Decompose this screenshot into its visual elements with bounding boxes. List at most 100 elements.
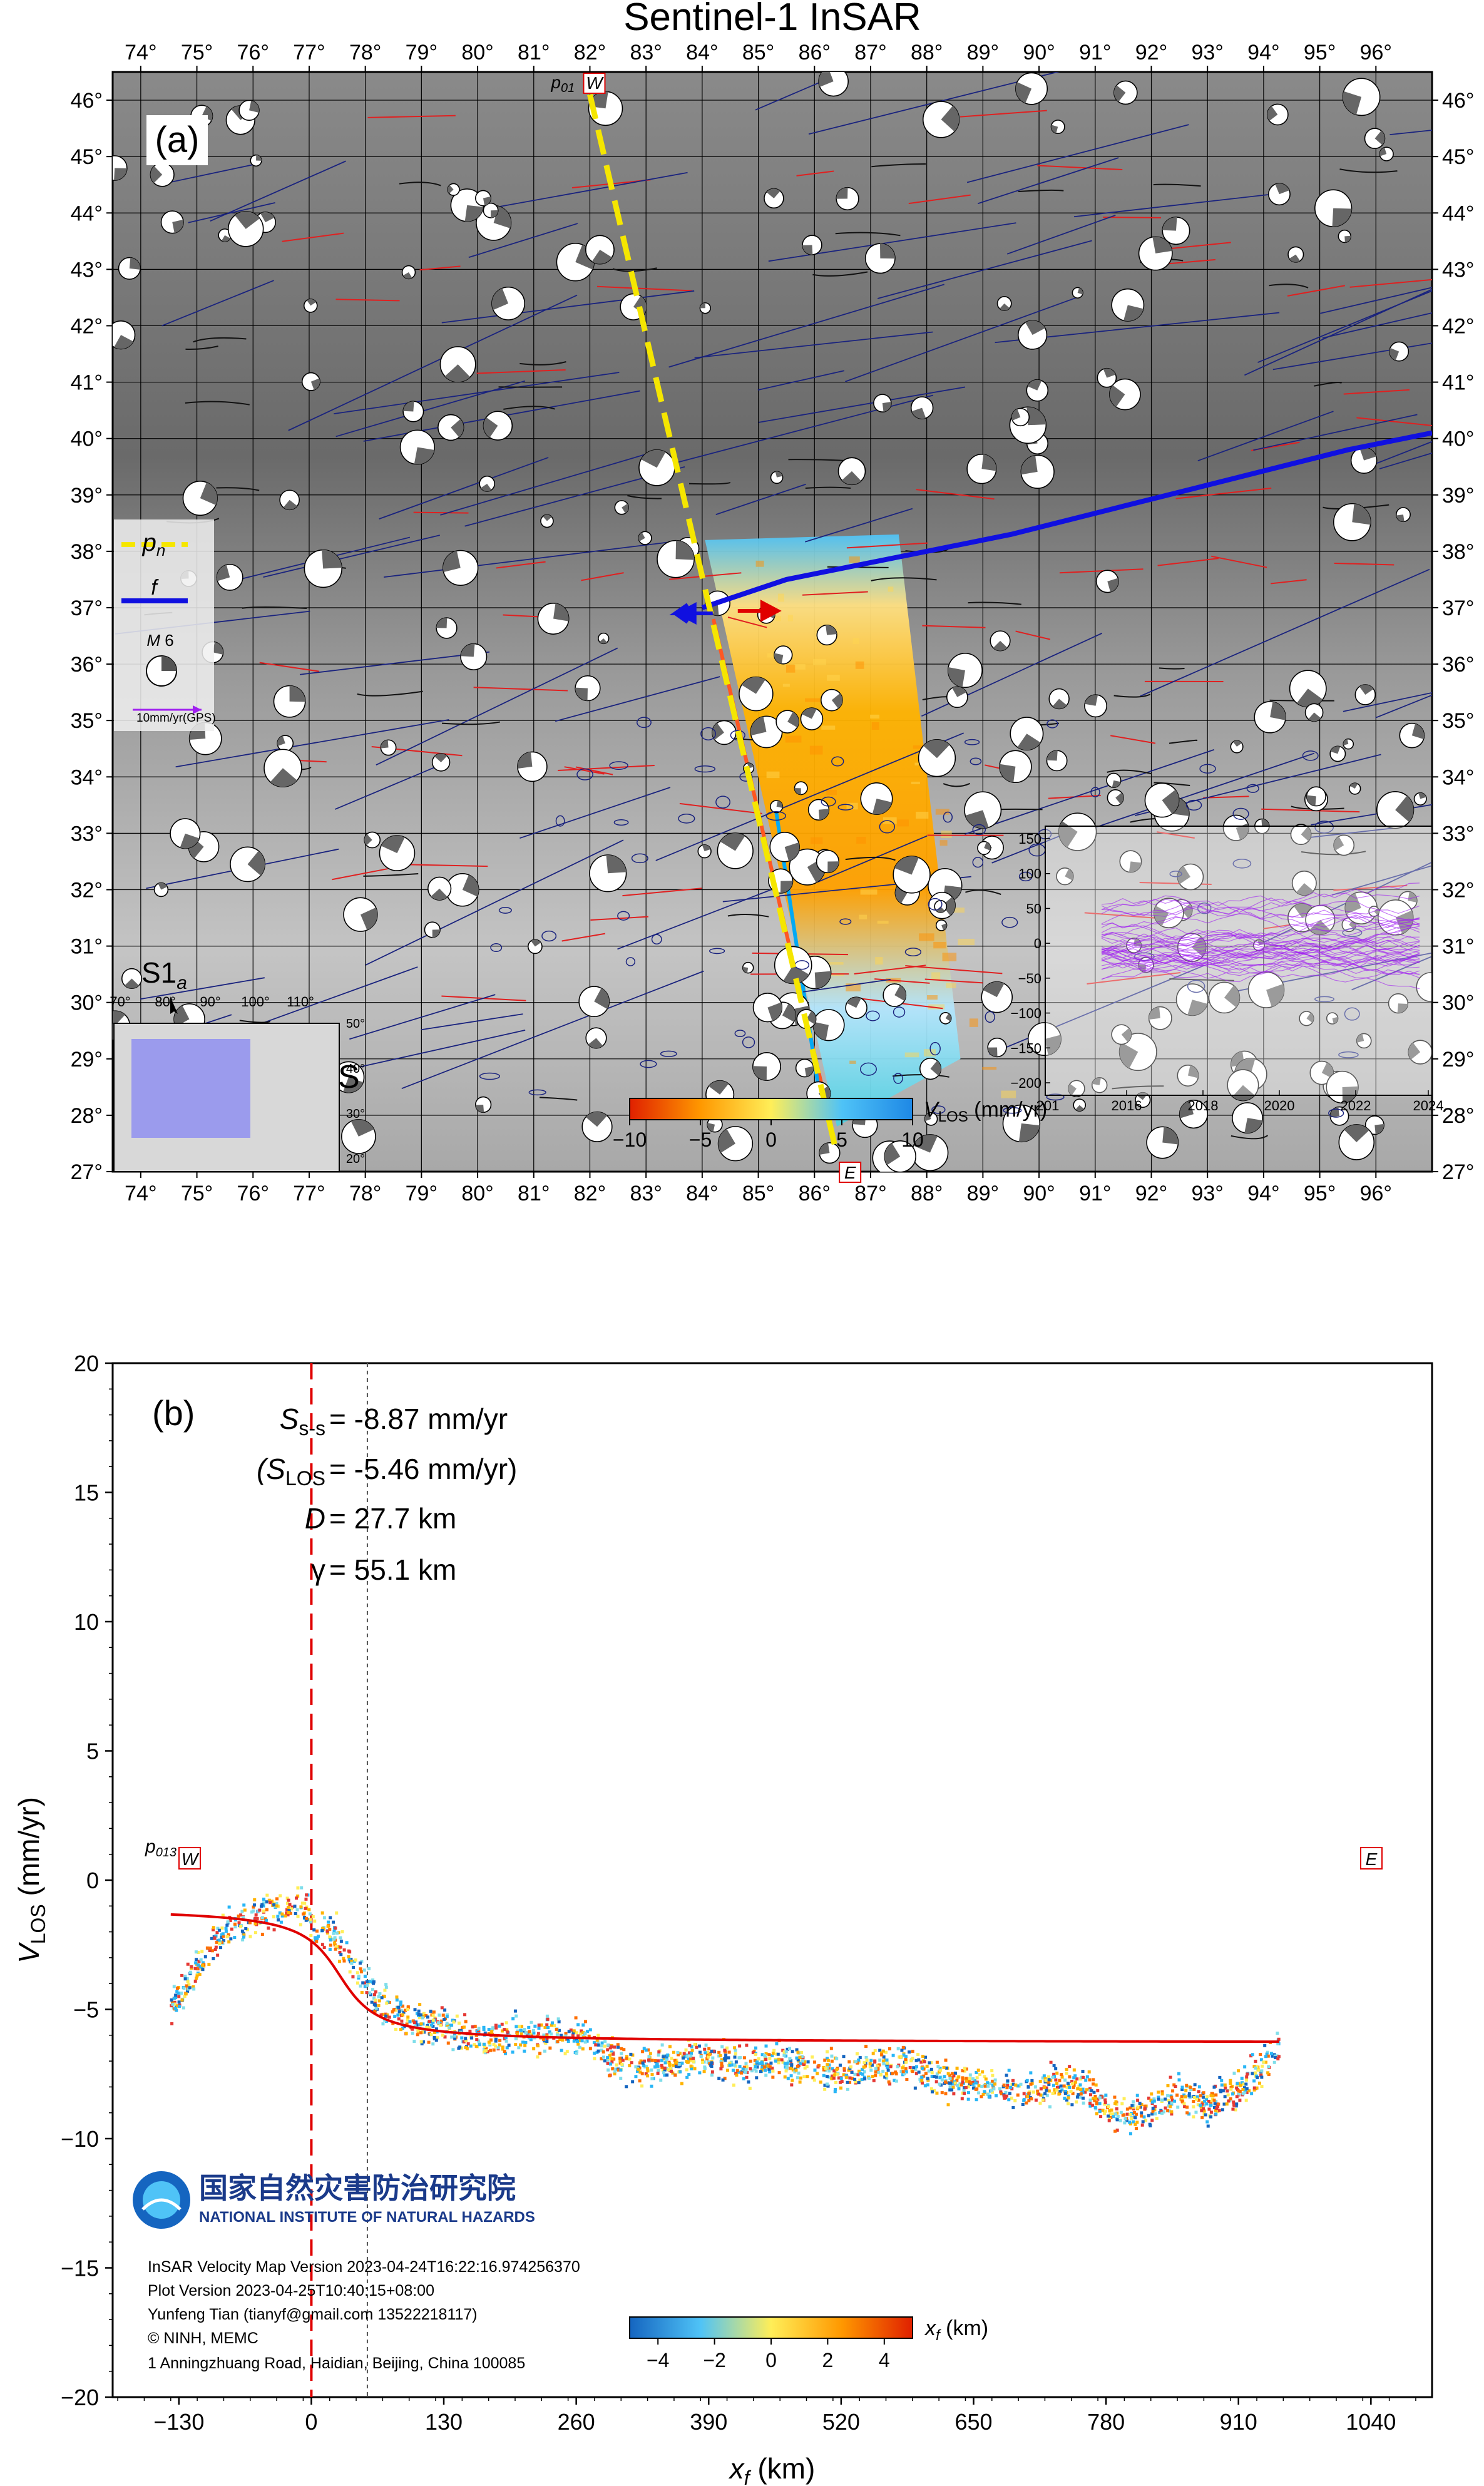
los-velocity-point [1134, 2127, 1138, 2130]
los-velocity-point [459, 2046, 463, 2050]
los-velocity-point [586, 2030, 590, 2033]
beachball-quadrant [222, 235, 230, 242]
los-velocity-point [523, 2028, 526, 2032]
los-velocity-point [188, 1970, 192, 1974]
los-velocity-point [251, 1909, 255, 1913]
los-velocity-point [1088, 2087, 1092, 2090]
los-velocity-point [831, 2067, 834, 2070]
beachball-quadrant [1344, 1124, 1369, 1142]
los-velocity-point [835, 2057, 839, 2060]
beachball-quadrant [1000, 764, 1016, 783]
los-velocity-point [1005, 2082, 1009, 2085]
los-velocity-point [1046, 2075, 1050, 2079]
los-velocity-point [1072, 2076, 1076, 2080]
los-velocity-point [287, 1909, 291, 1913]
los-velocity-point [853, 2077, 857, 2081]
los-velocity-point [507, 2044, 511, 2047]
los-velocity-point [891, 2054, 895, 2057]
fault-trace [239, 1020, 270, 1023]
los-velocity-point [968, 2080, 971, 2084]
los-velocity-point [505, 2046, 509, 2050]
gps-error-ellipse [879, 820, 896, 834]
los-velocity-point [494, 2044, 498, 2048]
los-velocity-point [902, 2053, 906, 2057]
los-velocity-point [785, 2047, 789, 2051]
beachball-quadrant [1374, 130, 1385, 145]
insar-pixel-cluster [859, 914, 867, 919]
x-axis-tick-label: 0 [305, 2409, 317, 2435]
los-velocity-point [1041, 2076, 1045, 2080]
distance-colorbar-bar [629, 2316, 913, 2339]
los-velocity-point [1088, 2078, 1092, 2082]
los-velocity-point [303, 1915, 307, 1919]
los-velocity-point [610, 2045, 613, 2049]
los-velocity-point [188, 1986, 192, 1990]
beachball-quadrant [114, 335, 133, 349]
beachball-quadrant [879, 243, 895, 259]
los-velocity-point [1180, 2099, 1184, 2103]
los-velocity-point [938, 2067, 942, 2070]
los-velocity-point [698, 2050, 702, 2054]
gps-error-ellipse [1003, 1107, 1022, 1114]
los-velocity-point [682, 2052, 686, 2055]
los-velocity-point [1242, 2086, 1246, 2090]
los-velocity-point [372, 1980, 376, 1984]
los-velocity-point [839, 2077, 843, 2080]
los-velocity-point [228, 1918, 232, 1922]
los-velocity-point [397, 2010, 401, 2013]
gps-timeseries-line [1101, 917, 1420, 953]
los-velocity-point [1063, 2092, 1067, 2095]
los-velocity-point [888, 2082, 892, 2086]
los-velocity-point [1096, 2089, 1100, 2092]
thrust-fault-trace [1175, 487, 1272, 499]
los-velocity-point [968, 2077, 971, 2080]
los-velocity-point [1091, 2104, 1095, 2107]
los-velocity-point [882, 2062, 886, 2065]
los-velocity-point [391, 2010, 394, 2013]
los-velocity-point [637, 2067, 640, 2071]
los-velocity-point [399, 2000, 402, 2004]
inset-y-tick-label: 0 [1034, 936, 1041, 951]
los-velocity-point [483, 2047, 486, 2051]
other-profile-line [349, 994, 496, 1040]
los-velocity-point [315, 1940, 319, 1943]
los-velocity-point [201, 1963, 205, 1967]
los-velocity-point [1264, 2055, 1268, 2059]
los-velocity-point [675, 2059, 678, 2062]
map-lat-label-right: 39° [1442, 484, 1474, 508]
los-velocity-point [1068, 2075, 1072, 2079]
los-velocity-point [920, 2067, 924, 2070]
los-velocity-point [183, 1977, 187, 1981]
los-velocity-point [870, 2063, 874, 2067]
los-velocity-point [1033, 2085, 1037, 2089]
los-velocity-point [1239, 2084, 1242, 2087]
los-velocity-point [385, 2001, 389, 2005]
los-velocity-point [451, 2048, 455, 2052]
los-velocity-point [253, 1922, 257, 1926]
los-velocity-point [304, 1897, 308, 1901]
los-velocity-point [1042, 2074, 1046, 2078]
thrust-fault-trace [1084, 912, 1159, 919]
los-velocity-point [660, 2059, 663, 2062]
los-velocity-point [851, 2077, 854, 2080]
los-velocity-point [857, 2069, 861, 2073]
velocity-colorbar-tick-label: −10 [613, 1128, 647, 1151]
los-velocity-point [929, 2087, 933, 2090]
beachball-quadrant [483, 417, 498, 438]
beachball-quadrant [1408, 1043, 1421, 1060]
los-velocity-point [462, 2025, 466, 2029]
los-velocity-point [186, 1962, 190, 1966]
los-velocity-point [1119, 2110, 1123, 2114]
los-velocity-point [720, 2045, 724, 2049]
los-velocity-point [826, 2084, 830, 2088]
inset-x-tick-label: 2018 [1188, 1098, 1219, 1113]
los-velocity-point [530, 2020, 533, 2024]
beachball-quadrant [1011, 409, 1021, 421]
institute-name-cn: 国家自然灾害防治研究院 [199, 2172, 516, 2204]
los-velocity-point [827, 2075, 831, 2079]
los-velocity-point [618, 2059, 622, 2063]
los-velocity-point [170, 1998, 173, 2002]
los-velocity-point [942, 2065, 946, 2069]
los-velocity-point [767, 2053, 771, 2057]
los-velocity-point [1267, 2065, 1271, 2069]
